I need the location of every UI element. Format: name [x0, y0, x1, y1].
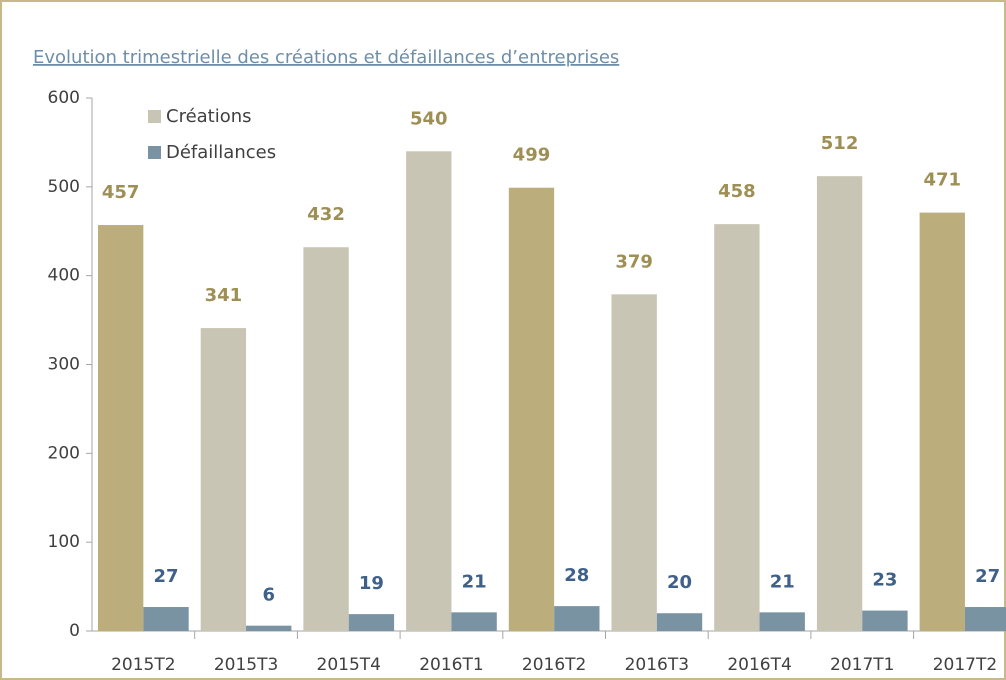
value-label: 341	[205, 285, 243, 306]
bar	[246, 625, 292, 631]
x-tick-label: 2016T3	[625, 655, 689, 675]
x-tick-label: 2016T1	[419, 655, 483, 675]
x-tick-label: 2015T2	[111, 655, 175, 675]
value-label: 27	[153, 566, 178, 587]
x-tick-label: 2017T1	[830, 655, 894, 675]
y-tick-label: 300	[48, 355, 80, 375]
legend-label: Créations	[166, 106, 252, 127]
value-label: 27	[975, 566, 1000, 587]
legend-label: Défaillances	[166, 142, 276, 163]
bar	[143, 607, 189, 631]
x-tick-label: 2016T2	[522, 655, 586, 675]
value-label: 379	[615, 251, 653, 272]
bar	[656, 613, 703, 631]
value-label: 458	[718, 181, 756, 202]
value-label: 19	[359, 573, 384, 594]
value-label: 21	[462, 571, 487, 592]
bar	[611, 294, 657, 631]
value-label: 21	[770, 571, 795, 592]
bar	[451, 612, 497, 631]
bar	[816, 176, 863, 631]
value-label: 512	[821, 133, 859, 154]
value-label: 540	[410, 108, 448, 129]
legend-swatch	[148, 110, 161, 123]
bar	[862, 610, 908, 631]
x-tick-label: 2015T3	[214, 655, 278, 675]
bar	[348, 614, 395, 631]
bar	[759, 612, 805, 631]
bar	[919, 212, 965, 631]
legend-swatch	[148, 146, 161, 159]
bar	[406, 151, 452, 632]
bar	[964, 607, 1006, 631]
bar	[554, 606, 600, 631]
y-tick-label: 400	[48, 266, 80, 286]
value-label: 28	[564, 565, 589, 586]
bar	[200, 328, 247, 631]
y-tick-label: 0	[69, 621, 80, 641]
x-tick-label: 2017T2	[933, 655, 997, 675]
value-label: 432	[307, 204, 345, 225]
bar	[303, 247, 349, 632]
x-tick-label: 2016T4	[727, 655, 791, 675]
bar	[98, 225, 144, 631]
value-label: 471	[923, 170, 961, 191]
y-tick-label: 100	[48, 532, 80, 552]
value-label: 20	[667, 572, 692, 593]
chart-title: Evolution trimestrielle des créations et…	[33, 47, 619, 68]
bar	[508, 187, 555, 631]
y-tick-label: 600	[48, 88, 80, 108]
value-label: 6	[262, 585, 275, 606]
y-tick-label: 200	[48, 443, 80, 463]
value-label: 457	[102, 182, 140, 203]
x-tick-label: 2015T4	[317, 655, 381, 675]
value-label: 23	[872, 570, 897, 591]
y-tick-label: 500	[48, 177, 80, 197]
bar	[714, 224, 760, 632]
value-label: 499	[513, 145, 551, 166]
